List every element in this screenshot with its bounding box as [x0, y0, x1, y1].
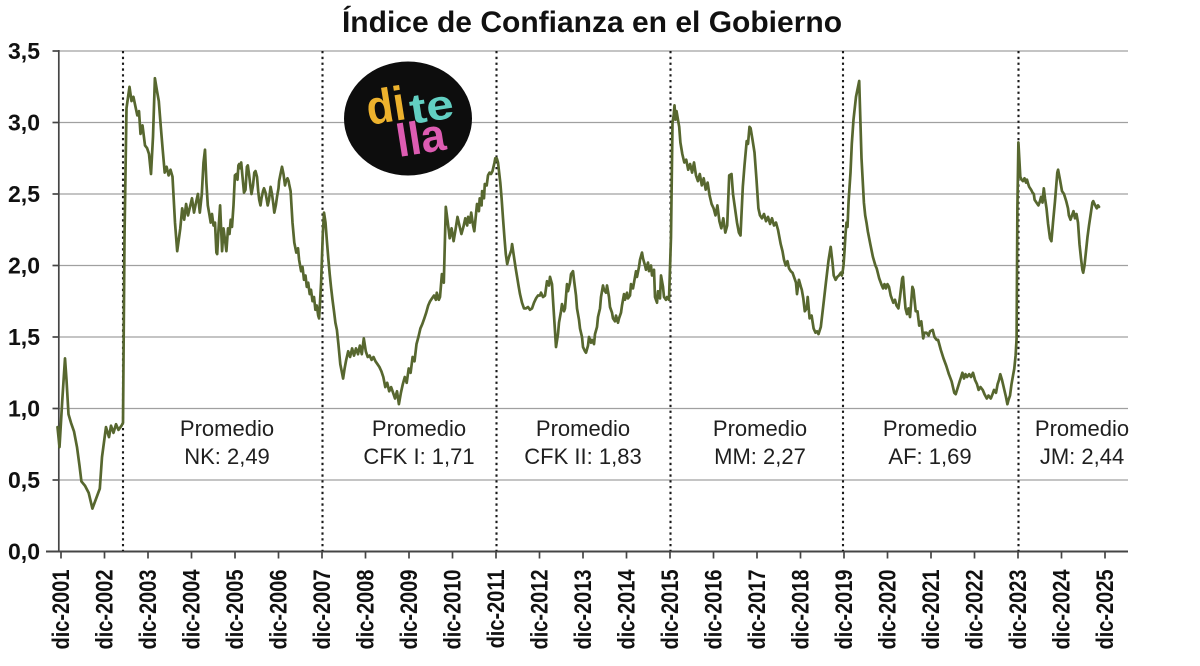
svg-text:dic-2013: dic-2013: [569, 570, 596, 650]
svg-text:dic-2001: dic-2001: [47, 570, 74, 650]
svg-text:Promedio: Promedio: [883, 416, 977, 441]
svg-text:Índice de Confianza en el Gobi: Índice de Confianza en el Gobierno: [342, 5, 842, 39]
svg-text:dic-2023: dic-2023: [1004, 570, 1031, 650]
svg-text:dic-2005: dic-2005: [221, 570, 248, 650]
svg-text:dic-2004: dic-2004: [178, 569, 205, 650]
svg-text:dic-2015: dic-2015: [656, 570, 683, 650]
svg-text:Promedio: Promedio: [180, 416, 274, 441]
svg-text:1,0: 1,0: [8, 396, 40, 422]
svg-text:0,5: 0,5: [8, 467, 40, 493]
svg-text:dic-2018: dic-2018: [787, 570, 814, 650]
svg-text:0,0: 0,0: [8, 539, 40, 565]
svg-text:dic-2011: dic-2011: [482, 570, 509, 649]
svg-text:lla: lla: [392, 108, 449, 167]
svg-text:Promedio: Promedio: [1035, 416, 1129, 441]
svg-text:dic-2014: dic-2014: [613, 569, 640, 650]
svg-text:dic-2021: dic-2021: [917, 570, 944, 650]
svg-text:Promedio: Promedio: [372, 416, 466, 441]
svg-text:dic-2016: dic-2016: [700, 570, 727, 650]
svg-text:dic-2002: dic-2002: [91, 570, 118, 650]
svg-text:dic-2006: dic-2006: [265, 570, 292, 650]
svg-text:dic-2007: dic-2007: [308, 570, 335, 650]
svg-text:dic-2003: dic-2003: [134, 570, 161, 650]
svg-text:3,0: 3,0: [8, 110, 40, 136]
svg-text:dic-2025: dic-2025: [1091, 570, 1118, 650]
svg-text:dic-2012: dic-2012: [526, 570, 553, 650]
svg-text:1,5: 1,5: [8, 324, 40, 350]
svg-text:MM: 2,27: MM: 2,27: [714, 444, 806, 469]
svg-text:JM: 2,44: JM: 2,44: [1040, 444, 1124, 469]
svg-text:Promedio: Promedio: [713, 416, 807, 441]
svg-text:di: di: [362, 77, 409, 135]
svg-text:dic-2022: dic-2022: [961, 570, 988, 650]
svg-text:te: te: [406, 80, 457, 133]
svg-text:dic-2024: dic-2024: [1048, 569, 1075, 650]
svg-text:AF: 1,69: AF: 1,69: [888, 444, 971, 469]
svg-text:CFK II: 1,83: CFK II: 1,83: [524, 444, 641, 469]
svg-text:2,5: 2,5: [8, 181, 40, 207]
svg-text:dic-2017: dic-2017: [743, 570, 770, 650]
svg-text:dic-2019: dic-2019: [830, 570, 857, 650]
svg-text:dic-2020: dic-2020: [874, 570, 901, 650]
svg-text:CFK I: 1,71: CFK I: 1,71: [363, 444, 474, 469]
svg-text:NK: 2,49: NK: 2,49: [184, 444, 270, 469]
svg-text:Promedio: Promedio: [536, 416, 630, 441]
svg-text:3,5: 3,5: [8, 38, 40, 64]
svg-text:dic-2009: dic-2009: [395, 570, 422, 650]
svg-text:dic-2010: dic-2010: [439, 570, 466, 650]
svg-text:2,0: 2,0: [8, 253, 40, 279]
svg-text:dic-2008: dic-2008: [352, 570, 379, 650]
